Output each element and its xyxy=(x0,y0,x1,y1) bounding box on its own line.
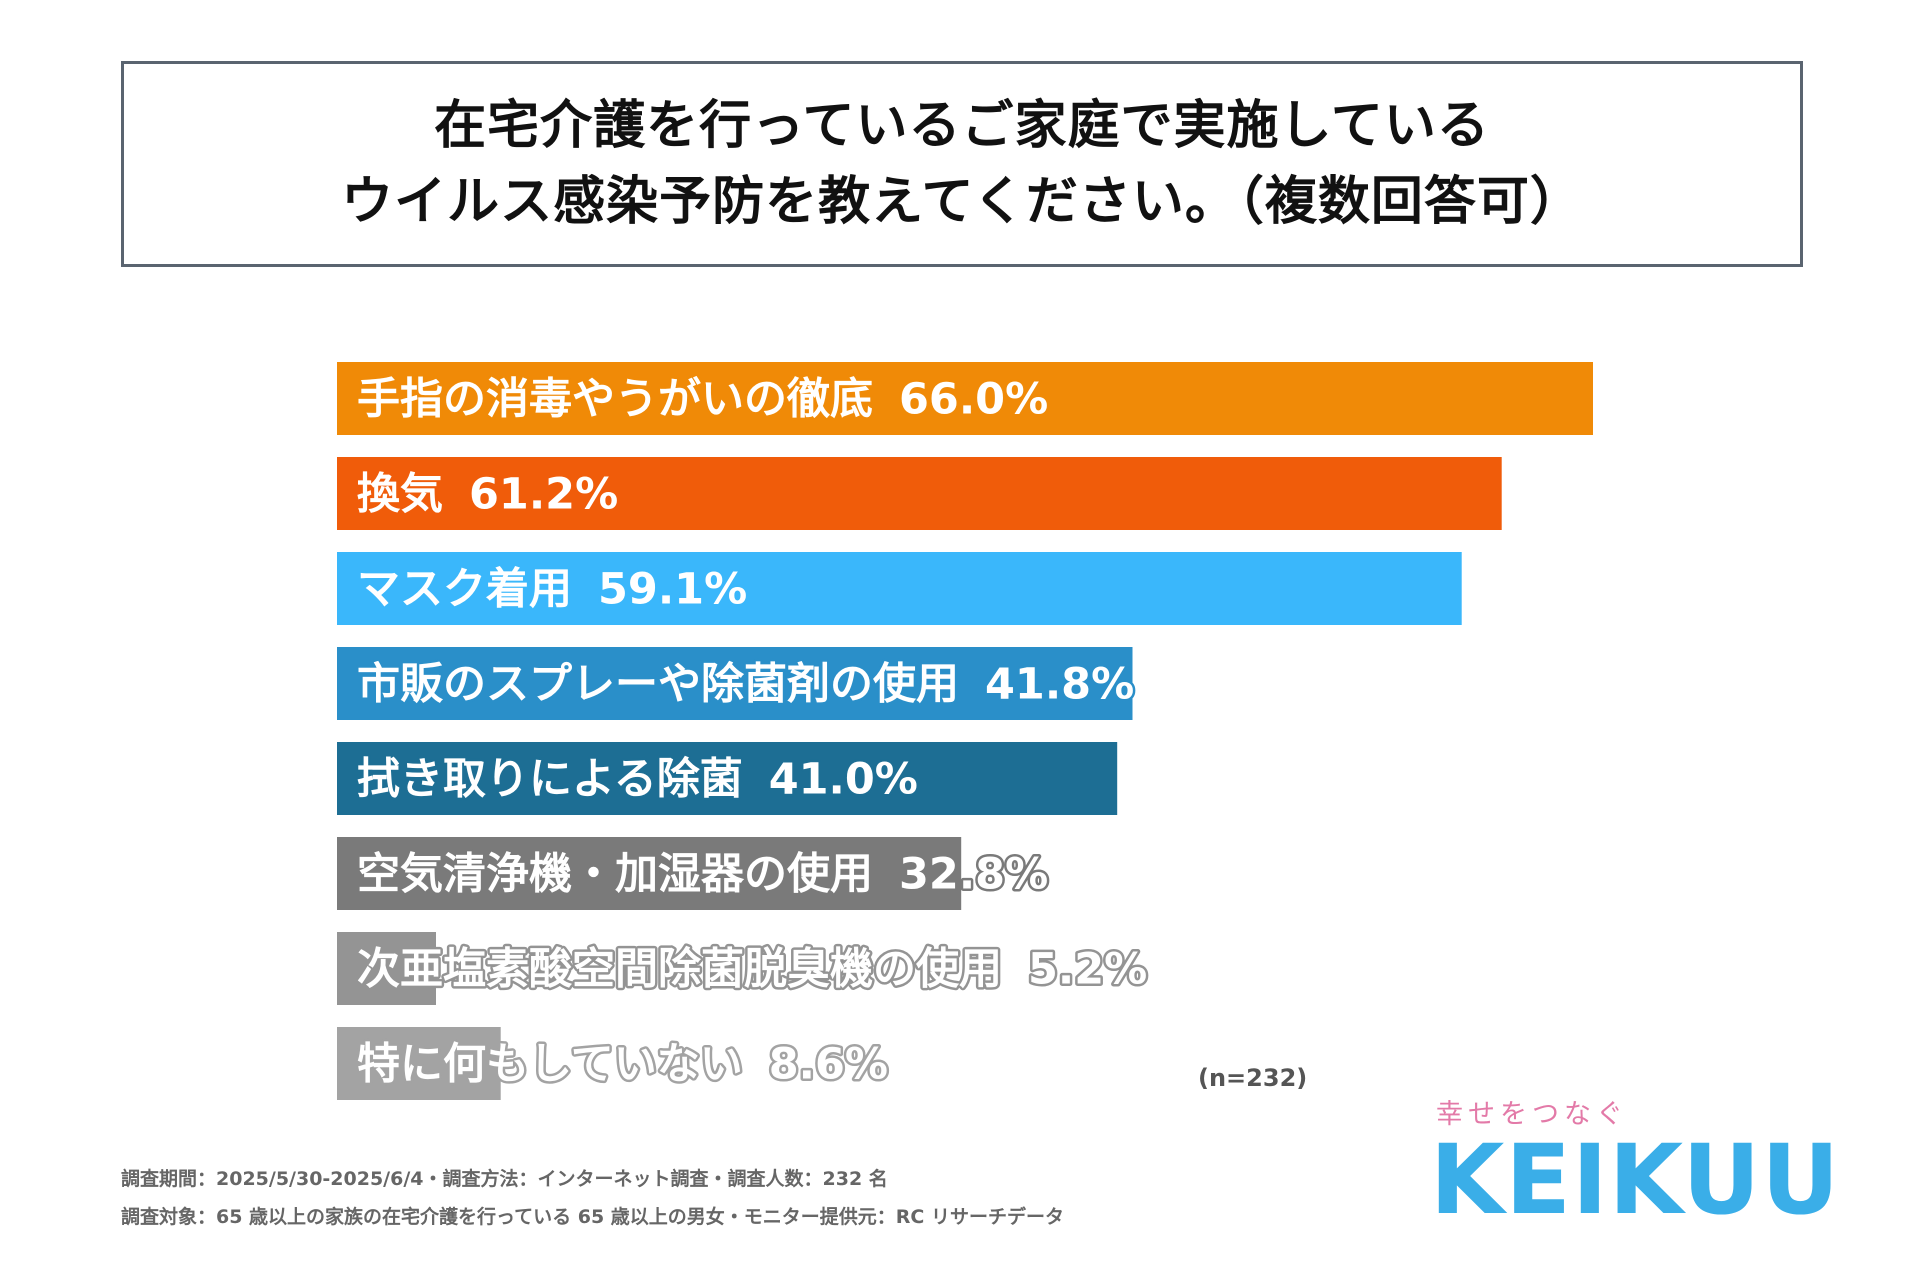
bar-6 xyxy=(337,837,962,910)
bar-7 xyxy=(337,932,436,1005)
bar-category-6: 空気清浄機・加湿器の使用 xyxy=(357,850,873,900)
bar-value-5: 41.0% xyxy=(769,755,918,805)
bar-value-2: 61.2% xyxy=(469,470,618,520)
bar-value-4: 41.8% xyxy=(985,660,1134,710)
bar-4 xyxy=(337,647,1133,720)
bar-category-4: 市販のスプレーや除菌剤の使用 xyxy=(357,660,959,710)
bar-label-2: 換気 61.2% xyxy=(357,470,618,520)
survey-footnote-1: 調査期間：2025/5/30-2025/6/4・調査方法：インターネット調査・調… xyxy=(121,1168,888,1190)
bar-5 xyxy=(337,742,1118,815)
bar-label-1: 手指の消毒やうがいの徹底 66.0% xyxy=(357,375,1048,425)
bar-label-4: 市販のスプレーや除菌剤の使用 41.8% xyxy=(357,660,1134,710)
bar-value-1: 66.0% xyxy=(899,375,1048,425)
bar-category-7: 次亜塩素酸空間除菌脱臭機の使用 xyxy=(357,945,1002,995)
bar-label-3: マスク着用 59.1% xyxy=(357,565,747,615)
title-box: 在宅介護を行っているご家庭で実施している ウイルス感染予防を教えてください。（複… xyxy=(121,61,1803,267)
bar-1 xyxy=(337,362,1593,435)
bar-category-2: 換気 xyxy=(357,470,443,520)
bar-category-8: 特に何もしていない xyxy=(357,1040,743,1090)
chart-title-line-1: 在宅介護を行っているご家庭で実施している xyxy=(434,96,1490,156)
bar-value-8: 8.6% xyxy=(769,1040,888,1090)
bar-2 xyxy=(337,457,1502,530)
bar-label-7: 次亜塩素酸空間除菌脱臭機の使用 5.2% xyxy=(357,945,1147,995)
bar-category-1: 手指の消毒やうがいの徹底 xyxy=(357,375,873,425)
chart-title-line-2: ウイルス感染予防を教えてください。（複数回答可） xyxy=(341,172,1583,232)
bar-label-8: 特に何もしていない 8.6% xyxy=(357,1040,888,1090)
bar-value-6: 32.8% xyxy=(899,850,1048,900)
bar-3 xyxy=(337,552,1462,625)
logo-tagline: 幸せをつなぐ xyxy=(1436,1099,1628,1130)
survey-footnote-2: 調査対象：65 歳以上の家族の在宅介護を行っている 65 歳以上の男女・モニター… xyxy=(121,1206,1064,1228)
bar-label-5: 拭き取りによる除菌 41.0% xyxy=(357,755,918,805)
bar-value-3: 59.1% xyxy=(598,565,747,615)
bar-category-5: 拭き取りによる除菌 xyxy=(357,755,743,805)
bar-label-6: 空気清浄機・加湿器の使用 32.8% xyxy=(357,850,1048,900)
bar-value-7: 5.2% xyxy=(1028,945,1147,995)
logo-wordmark: KEIKUU xyxy=(1430,1124,1841,1236)
bar-category-3: マスク着用 xyxy=(357,565,572,615)
bar-8 xyxy=(337,1027,501,1100)
sample-size-label: (n=232) xyxy=(1198,1064,1308,1092)
